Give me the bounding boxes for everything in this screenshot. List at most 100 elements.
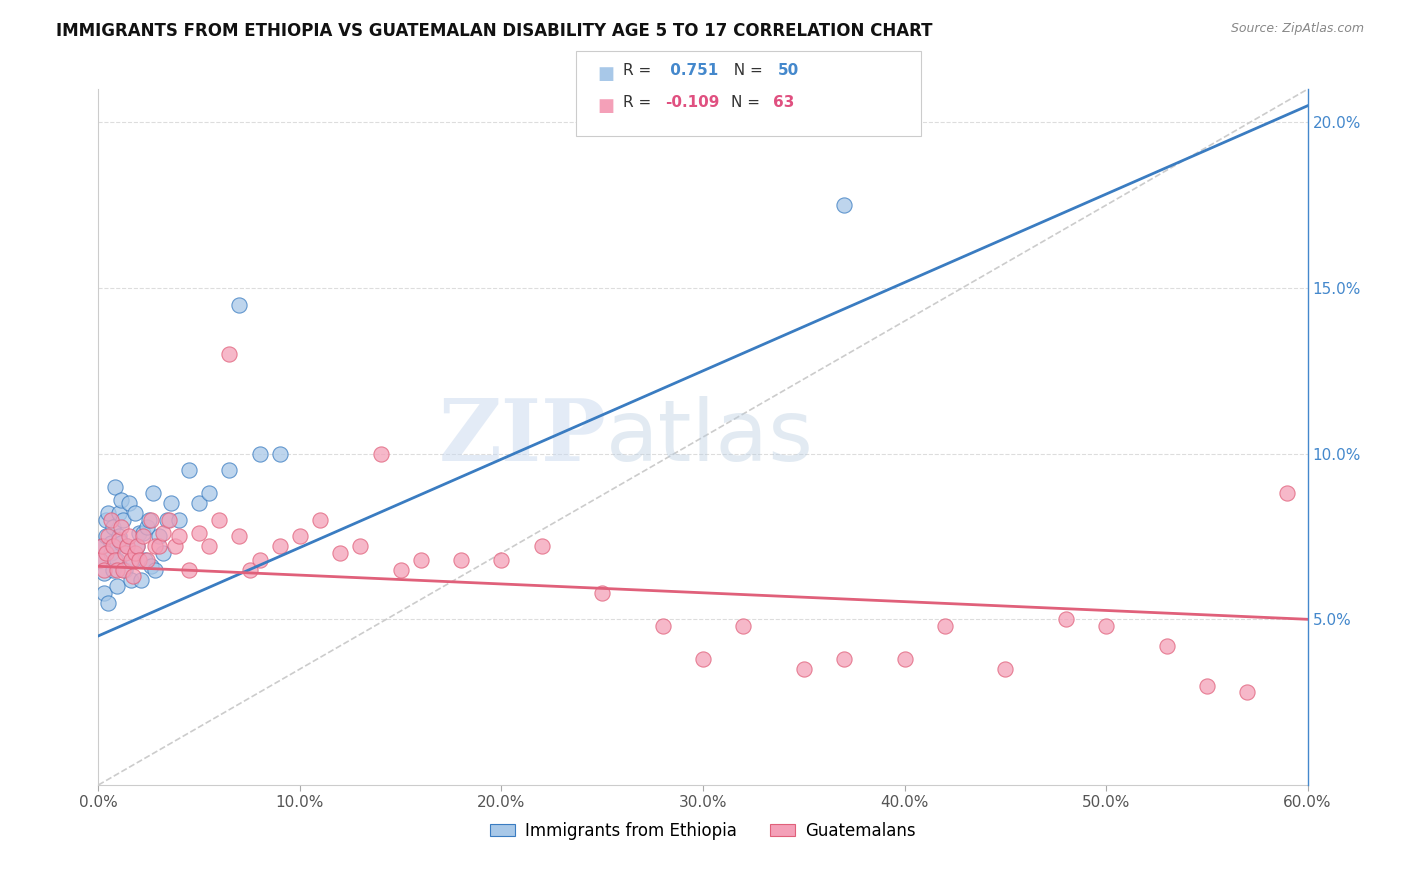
Point <box>142 486 165 500</box>
Point <box>143 540 166 554</box>
Point <box>110 519 132 533</box>
Point <box>309 513 332 527</box>
Point <box>115 540 138 554</box>
Point <box>409 552 432 566</box>
Point <box>125 540 148 554</box>
Point <box>93 563 115 577</box>
Text: -0.109: -0.109 <box>665 95 720 111</box>
Point <box>156 513 179 527</box>
Point <box>692 652 714 666</box>
Point <box>832 652 855 666</box>
Point <box>793 662 815 676</box>
Point <box>249 552 271 566</box>
Point <box>132 529 155 543</box>
Point <box>389 563 412 577</box>
Legend: Immigrants from Ethiopia, Guatemalans: Immigrants from Ethiopia, Guatemalans <box>484 815 922 847</box>
Point <box>118 529 141 543</box>
Text: ■: ■ <box>598 97 614 115</box>
Point <box>1236 685 1258 699</box>
Point <box>269 540 291 554</box>
Point <box>91 540 114 554</box>
Point <box>491 552 513 566</box>
Point <box>349 540 371 554</box>
Point <box>179 463 201 477</box>
Point <box>107 533 129 547</box>
Point <box>1054 612 1077 626</box>
Point <box>152 526 174 541</box>
Point <box>218 347 240 361</box>
Point <box>450 552 472 566</box>
Point <box>120 552 142 566</box>
Point <box>121 569 143 583</box>
Point <box>269 447 291 461</box>
Point <box>124 506 146 520</box>
Point <box>124 546 146 560</box>
Point <box>103 552 125 566</box>
Point <box>167 513 190 527</box>
Point <box>530 540 553 554</box>
Point <box>188 496 211 510</box>
Point <box>105 563 128 577</box>
Point <box>160 496 183 510</box>
Point <box>118 496 141 510</box>
Point <box>228 529 250 543</box>
Point <box>733 619 755 633</box>
Point <box>228 297 250 311</box>
Point <box>148 540 170 554</box>
Point <box>115 540 138 554</box>
Point <box>651 619 673 633</box>
Point <box>110 493 132 508</box>
Point <box>105 552 128 566</box>
Point <box>93 586 115 600</box>
Point <box>129 573 152 587</box>
Point <box>89 552 111 566</box>
Point <box>97 596 120 610</box>
Point <box>893 652 915 666</box>
Point <box>132 526 155 541</box>
Point <box>152 546 174 560</box>
Point <box>128 552 150 566</box>
Point <box>103 480 125 494</box>
Point <box>138 513 160 527</box>
Point <box>91 540 114 554</box>
Point <box>93 566 115 580</box>
Point <box>218 463 240 477</box>
Point <box>97 529 120 543</box>
Point <box>101 519 124 533</box>
Point <box>1156 639 1178 653</box>
Point <box>208 513 231 527</box>
Point <box>832 198 855 212</box>
Text: ZIP: ZIP <box>439 395 606 479</box>
Point <box>96 513 118 527</box>
Point <box>120 573 142 587</box>
Point <box>111 513 134 527</box>
Point <box>163 540 186 554</box>
Point <box>121 552 143 566</box>
Point <box>179 563 201 577</box>
Text: R =: R = <box>623 95 657 111</box>
Text: atlas: atlas <box>606 395 814 479</box>
Point <box>135 552 157 566</box>
Text: N =: N = <box>731 95 765 111</box>
Point <box>1277 486 1299 500</box>
Point <box>148 529 170 543</box>
Point <box>167 529 190 543</box>
Point <box>288 529 311 543</box>
Point <box>198 540 221 554</box>
Point <box>135 519 157 533</box>
Point <box>1095 619 1118 633</box>
Point <box>994 662 1017 676</box>
Point <box>249 447 271 461</box>
Point <box>139 559 162 574</box>
Point <box>114 546 136 560</box>
Text: Source: ZipAtlas.com: Source: ZipAtlas.com <box>1230 22 1364 36</box>
Text: 0.751: 0.751 <box>665 63 718 78</box>
Point <box>100 546 122 560</box>
Text: R =: R = <box>623 63 657 78</box>
Point <box>100 513 122 527</box>
Point <box>139 513 162 527</box>
Point <box>370 447 392 461</box>
Point <box>125 540 148 554</box>
Point <box>96 546 118 560</box>
Point <box>111 563 134 577</box>
